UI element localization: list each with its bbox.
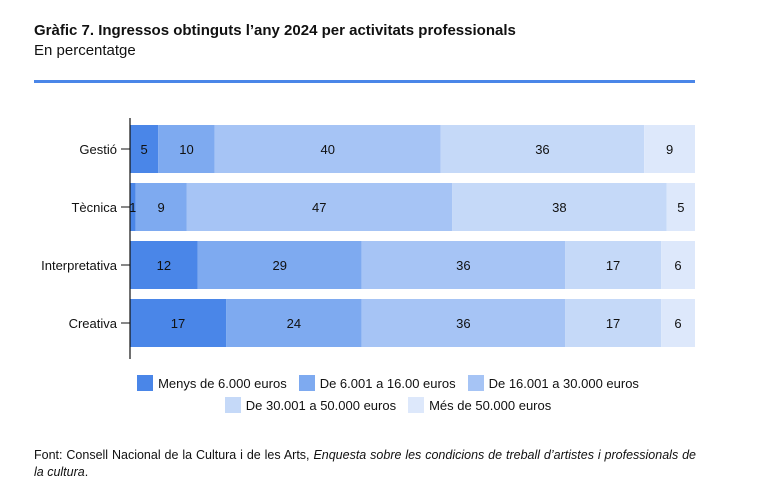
title-divider bbox=[34, 80, 695, 83]
category-label: Creativa bbox=[69, 316, 118, 331]
legend-swatch-5 bbox=[408, 397, 425, 413]
bar-segment bbox=[361, 299, 566, 347]
bar-segment bbox=[130, 125, 159, 173]
legend-item-3: De 16.001 a 30.000 euros bbox=[467, 375, 639, 391]
bar-segment bbox=[135, 183, 187, 231]
data-label: 29 bbox=[272, 258, 286, 273]
stacked-bar-chart: 5 10 40 36 9 Gestió 1 9 47 38 5 Tècnica 12 29 36 17 6 Int… bbox=[41, 118, 695, 359]
legend-label-4: De 30.001 a 50.000 euros bbox=[245, 397, 397, 413]
source-prefix: Font: Consell Nacional de la Cultura i d… bbox=[34, 448, 314, 462]
data-label: 36 bbox=[456, 258, 470, 273]
data-label: 6 bbox=[674, 316, 681, 331]
legend-item-5: Més de 50.000 euros bbox=[408, 397, 551, 413]
source-suffix: . bbox=[84, 465, 89, 479]
legend-row-1: Menys de 6.000 euros De 6.001 a 16.00 eu… bbox=[0, 372, 776, 394]
legend-swatch-1 bbox=[137, 375, 154, 391]
bar-segment bbox=[361, 241, 566, 289]
source-note: Font: Consell Nacional de la Cultura i d… bbox=[34, 447, 696, 481]
legend-item-2: De 6.001 a 16.00 euros bbox=[298, 375, 456, 391]
bar-segment bbox=[661, 299, 695, 347]
legend-label-3: De 16.001 a 30.000 euros bbox=[488, 375, 639, 391]
data-label: 38 bbox=[552, 200, 566, 215]
bar-segment bbox=[130, 183, 136, 231]
data-label: 10 bbox=[179, 142, 193, 157]
legend-swatch-3 bbox=[467, 375, 484, 391]
legend-swatch-4 bbox=[224, 397, 241, 413]
bar-segment bbox=[130, 299, 227, 347]
data-label: 5 bbox=[141, 142, 148, 157]
legend-label-5: Més de 50.000 euros bbox=[429, 397, 552, 413]
bar-segment bbox=[130, 241, 198, 289]
source-title: Enquesta sobre les condicions de treball… bbox=[34, 448, 696, 479]
category-label: Gestió bbox=[79, 142, 117, 157]
data-label: 40 bbox=[321, 142, 335, 157]
bar-segment bbox=[452, 183, 667, 231]
bar-segment bbox=[214, 125, 441, 173]
bar-segment bbox=[158, 125, 215, 173]
legend-item-1: Menys de 6.000 euros bbox=[137, 375, 287, 391]
data-label: 36 bbox=[456, 316, 470, 331]
data-label: 12 bbox=[157, 258, 171, 273]
legend-item-4: De 30.001 a 50.000 euros bbox=[224, 397, 397, 413]
legend-label-1: Menys de 6.000 euros bbox=[158, 375, 287, 391]
category-label: Tècnica bbox=[71, 200, 117, 215]
bar-segment bbox=[666, 183, 695, 231]
data-label: 17 bbox=[171, 316, 185, 331]
bar-segment bbox=[644, 125, 695, 173]
data-label: 24 bbox=[287, 316, 301, 331]
bar-segment bbox=[565, 299, 662, 347]
data-label: 5 bbox=[677, 200, 684, 215]
chart-legend: Menys de 6.000 euros De 6.001 a 16.00 eu… bbox=[0, 372, 776, 416]
chart-title: Gràfic 7. Ingressos obtinguts l’any 2024… bbox=[34, 22, 516, 39]
data-label: 9 bbox=[666, 142, 673, 157]
legend-label-2: De 6.001 a 16.00 euros bbox=[319, 375, 456, 391]
bar-segment bbox=[440, 125, 645, 173]
bar-segment bbox=[661, 241, 695, 289]
bar-segment bbox=[565, 241, 662, 289]
data-label: 6 bbox=[674, 258, 681, 273]
data-label: 1 bbox=[129, 200, 136, 215]
bar-segment bbox=[186, 183, 453, 231]
data-label: 9 bbox=[157, 200, 164, 215]
data-label: 17 bbox=[606, 316, 620, 331]
bar-segment bbox=[226, 299, 362, 347]
legend-row-2: De 30.001 a 50.000 euros Més de 50.000 e… bbox=[0, 394, 776, 416]
data-label: 17 bbox=[606, 258, 620, 273]
category-label: Interpretativa bbox=[41, 258, 118, 273]
data-label: 36 bbox=[535, 142, 549, 157]
chart-subtitle: En percentatge bbox=[34, 42, 136, 59]
legend-swatch-2 bbox=[298, 375, 315, 391]
bar-segment bbox=[197, 241, 362, 289]
data-label: 47 bbox=[312, 200, 326, 215]
